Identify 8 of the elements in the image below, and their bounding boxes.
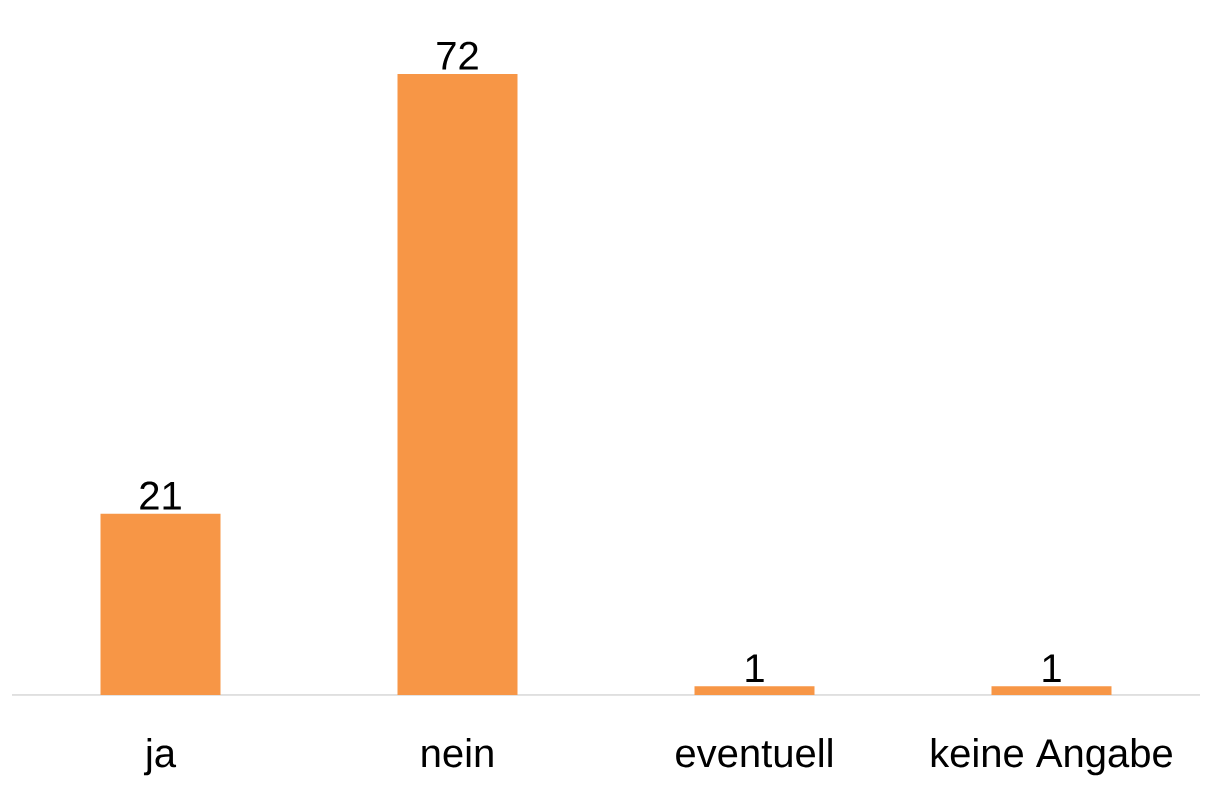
data-label: 1: [746, 654, 764, 682]
x-tick-label: ja: [143, 738, 177, 776]
data-label: 1: [1043, 654, 1061, 682]
data-label: 72: [437, 41, 478, 70]
data-label: 21: [140, 481, 181, 510]
x-tick-label: keine Angabe: [931, 738, 1172, 776]
x-tick-label: nein: [422, 738, 493, 768]
x-tick-label: eventuell: [676, 738, 832, 768]
